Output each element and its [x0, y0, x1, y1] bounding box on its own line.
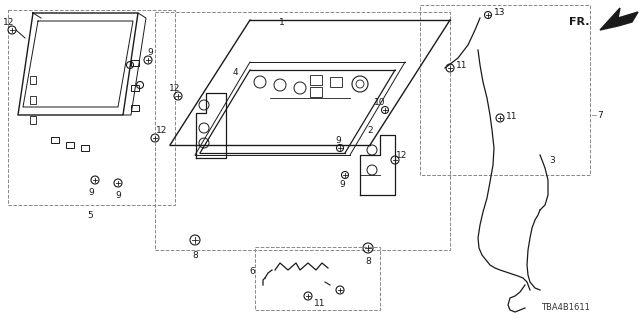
Bar	[8, 10, 175, 205]
Bar	[30, 116, 36, 124]
Text: 3: 3	[549, 156, 555, 164]
Text: 9: 9	[88, 188, 94, 196]
Text: 11: 11	[456, 60, 468, 69]
Text: 1: 1	[279, 18, 285, 27]
Text: FR.: FR.	[570, 17, 590, 27]
Bar	[155, 12, 450, 250]
Bar	[310, 75, 322, 85]
Text: 11: 11	[506, 111, 518, 121]
Text: 4: 4	[232, 68, 238, 76]
Text: 5: 5	[87, 211, 93, 220]
Text: 11: 11	[314, 300, 326, 308]
Text: 9: 9	[115, 190, 121, 199]
Text: 6: 6	[249, 268, 255, 276]
Bar	[81, 145, 89, 151]
Text: 12: 12	[170, 84, 180, 92]
Text: 10: 10	[374, 98, 386, 107]
Bar	[310, 87, 322, 97]
Text: 9: 9	[339, 180, 345, 188]
Bar	[420, 5, 590, 175]
Text: 2: 2	[367, 125, 373, 134]
Bar	[51, 137, 59, 143]
Text: 9: 9	[335, 135, 341, 145]
Bar	[30, 76, 36, 84]
Bar	[66, 142, 74, 148]
Text: 12: 12	[156, 125, 168, 134]
Bar	[255, 247, 380, 310]
Text: 9: 9	[147, 47, 153, 57]
Text: 12: 12	[396, 150, 408, 159]
Bar	[330, 77, 342, 87]
Text: 7: 7	[597, 110, 603, 119]
Bar	[131, 105, 139, 111]
Bar	[131, 85, 139, 91]
Text: 12: 12	[3, 18, 15, 27]
Polygon shape	[600, 8, 638, 30]
Text: 8: 8	[365, 258, 371, 267]
Bar	[131, 60, 139, 66]
Text: 13: 13	[494, 7, 506, 17]
Text: TBA4B1611: TBA4B1611	[541, 303, 590, 312]
Text: 8: 8	[192, 251, 198, 260]
Bar	[30, 96, 36, 104]
